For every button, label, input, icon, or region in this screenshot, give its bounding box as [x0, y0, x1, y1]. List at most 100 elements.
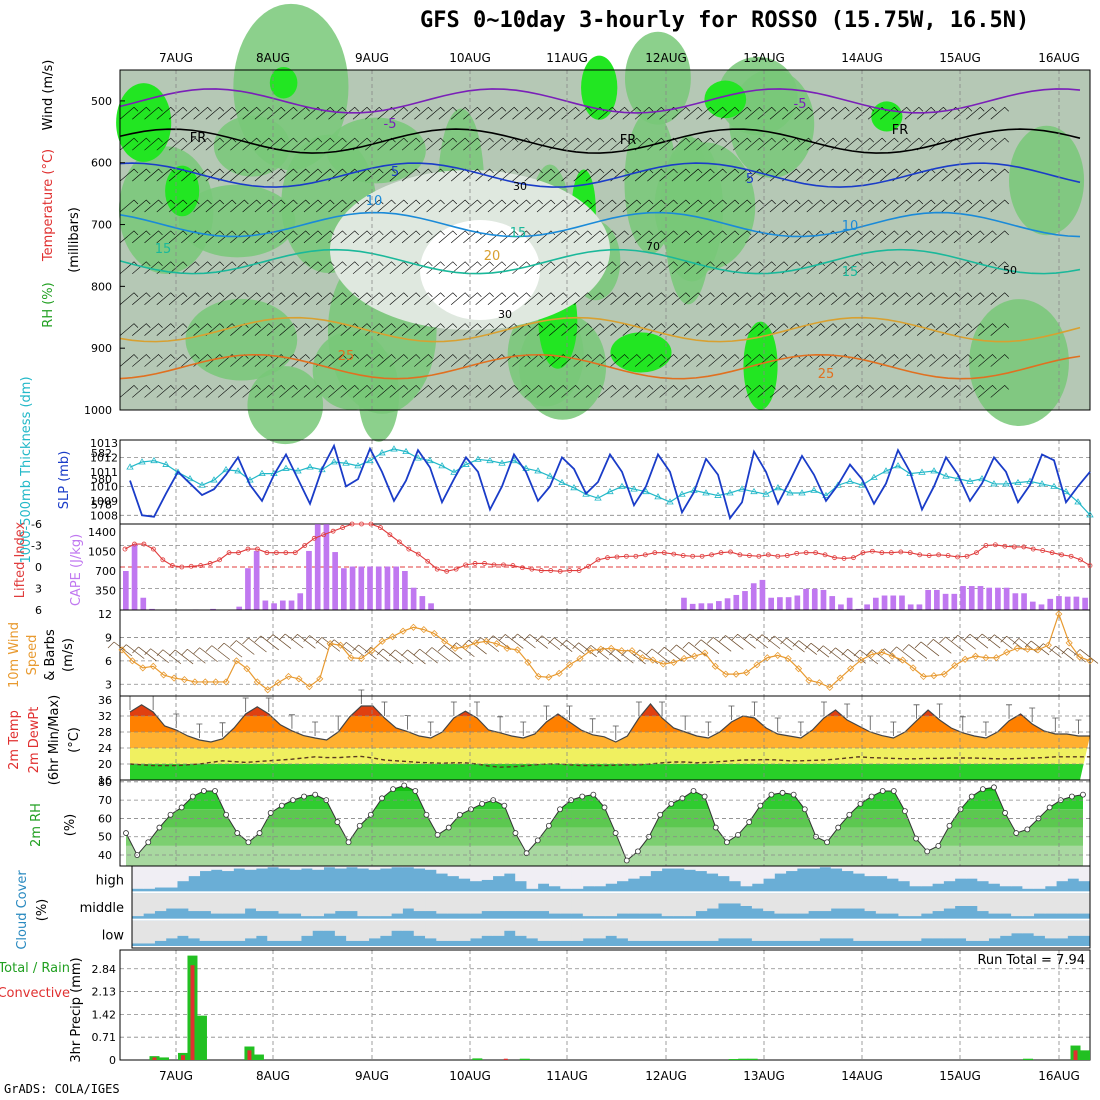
tick-label: 1010 [90, 480, 118, 493]
rh-point [267, 810, 274, 816]
wind-barb-10m [755, 634, 781, 649]
wind-speed-point [284, 672, 293, 681]
wind-speed-point [711, 662, 719, 670]
wind-barb [438, 168, 458, 182]
wind-barb [683, 385, 703, 398]
wind-speed-point [337, 641, 345, 649]
wind-speed-point [243, 665, 251, 673]
wind-barb [916, 261, 936, 275]
wind-barb [757, 261, 776, 275]
isotherm-line [119, 316, 1081, 343]
wind-barb [536, 137, 556, 151]
wind-barb [475, 106, 494, 120]
wind-barb [316, 323, 335, 336]
wind-barb [524, 137, 543, 151]
wind-barb [573, 292, 592, 305]
rh-point [746, 819, 753, 825]
wind-barb [880, 106, 899, 120]
wind-barb [794, 230, 813, 244]
rh-point [690, 788, 697, 794]
wind-barb [929, 168, 948, 182]
cloud-cell [312, 920, 324, 931]
cloud-cell [470, 920, 482, 939]
cloud-cell [244, 866, 257, 870]
cloud-cell [188, 893, 201, 912]
wind-speed-point [586, 647, 594, 655]
wind-barb [941, 385, 960, 398]
cloud-cell [672, 920, 685, 941]
lifted-index-point [879, 550, 885, 556]
cloud-cell [887, 920, 899, 941]
wind-barb [475, 292, 494, 305]
cloud-cell [436, 920, 448, 941]
wind-barb [365, 168, 384, 182]
wind-speed-point [1055, 610, 1063, 618]
lifted-index-point [538, 568, 544, 573]
wind-barb [266, 137, 286, 151]
wind-barb [598, 106, 617, 120]
wind-barb [217, 292, 237, 305]
wind-barb [316, 106, 335, 120]
wind-barb [990, 261, 1009, 275]
wind-barb [156, 106, 176, 120]
wind-barb [144, 354, 163, 367]
rh-point [401, 782, 408, 789]
date-label-top: 7AUG [159, 51, 193, 65]
wind-speed-point [1013, 644, 1021, 652]
wind-barb [916, 292, 936, 305]
wind-barb [720, 292, 740, 305]
cloud-cell [616, 866, 629, 882]
wind-barb [303, 230, 323, 244]
cloud-cell [842, 866, 854, 872]
cloud-cell [425, 893, 437, 912]
isotherm-line [119, 211, 1081, 238]
wind-barb [782, 106, 801, 120]
wind-speed-point [992, 654, 1000, 662]
cloud-cell [154, 893, 167, 912]
wind-barb [487, 323, 507, 336]
wind-barb [622, 137, 642, 151]
wind-barb [340, 137, 359, 151]
wind-barb [892, 168, 911, 182]
cloud-cell [785, 866, 798, 872]
wind-speed-point [451, 644, 459, 652]
rh-point [668, 800, 675, 807]
cloud-cell [458, 866, 471, 879]
wind-barb [254, 199, 274, 213]
wind-barb [892, 230, 911, 244]
tick-label: 6 [35, 604, 42, 617]
wind-barb [867, 261, 887, 275]
wind-barb [806, 292, 825, 305]
wind-barb [475, 261, 494, 275]
wind-barb [438, 137, 458, 151]
wind-barb [266, 168, 286, 182]
wind-barb [291, 137, 310, 151]
wind-barb [377, 168, 396, 182]
tick-label: 582 [91, 447, 112, 460]
cloud-cell [515, 893, 527, 912]
thickness-line [129, 448, 1091, 516]
wind-barb [499, 106, 519, 120]
cloud-cell [988, 893, 1001, 914]
cape-bar [785, 597, 792, 610]
wind-barb [487, 106, 507, 120]
rh-contour-label: 50 [1003, 264, 1017, 277]
wind-barb [279, 292, 298, 305]
wind-barb [953, 199, 973, 213]
wind-speed-point [940, 670, 948, 678]
wind-barb [966, 106, 985, 120]
wind-barb [414, 137, 433, 151]
minmax-whisker [219, 722, 226, 737]
cloud-cell [368, 893, 381, 917]
cloud-cell [549, 893, 561, 914]
cape-bar [977, 586, 984, 610]
cloud-cell [244, 893, 257, 909]
lifted-index-point [661, 550, 667, 556]
date-label-bottom: 16AUG [1038, 1069, 1080, 1083]
wind-barb [291, 385, 310, 398]
wind-barb [242, 106, 261, 120]
rh-point [679, 795, 686, 802]
wind-barb [499, 385, 519, 398]
wind-barb [426, 230, 445, 244]
thickness-point [870, 473, 878, 480]
